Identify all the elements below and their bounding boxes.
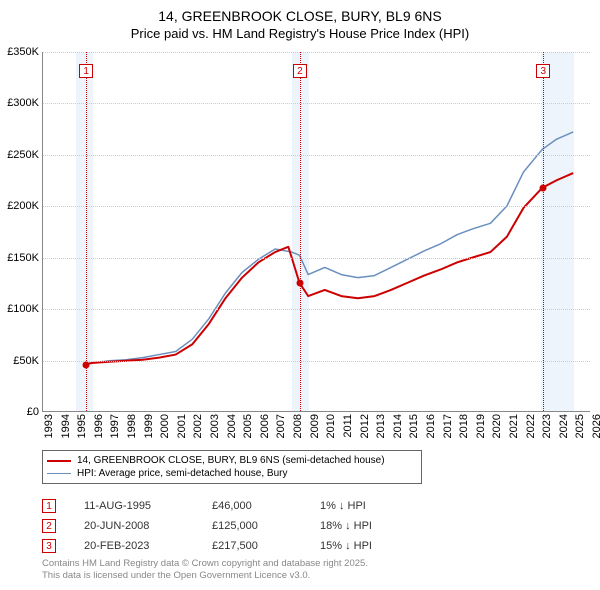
event-detail-row: 2 20-JUN-2008 £125,000 18% ↓ HPI [42, 516, 420, 536]
event-hpi-diff: 18% ↓ HPI [320, 520, 420, 532]
x-tick-label: 2018 [458, 414, 470, 444]
x-tick-label: 2014 [392, 414, 404, 444]
x-tick-label: 2002 [192, 414, 204, 444]
x-tick-label: 2007 [275, 414, 287, 444]
event-marker-box: 3 [536, 64, 550, 78]
x-tick-label: 2010 [325, 414, 337, 444]
x-tick-label: 2023 [541, 414, 553, 444]
x-tick-label: 2008 [292, 414, 304, 444]
legend: 14, GREENBROOK CLOSE, BURY, BL9 6NS (sem… [42, 450, 422, 484]
x-tick-label: 2020 [491, 414, 503, 444]
x-tick-label: 1999 [143, 414, 155, 444]
x-tick-label: 2012 [359, 414, 371, 444]
sale-marker-dot [83, 361, 90, 368]
y-tick-label: £150K [1, 252, 39, 264]
y-gridline [43, 52, 590, 53]
x-tick-label: 1998 [126, 414, 138, 444]
event-hpi-diff: 15% ↓ HPI [320, 540, 420, 552]
event-marker-box: 1 [79, 64, 93, 78]
sale-marker-dot [540, 185, 547, 192]
x-tick-label: 2017 [442, 414, 454, 444]
x-tick-label: 2026 [591, 414, 600, 444]
event-marker-box: 2 [293, 64, 307, 78]
event-number-box: 1 [42, 499, 56, 513]
y-gridline [43, 103, 590, 104]
x-tick-label: 2009 [309, 414, 321, 444]
x-tick-label: 1997 [109, 414, 121, 444]
x-tick-label: 2005 [242, 414, 254, 444]
series-line-price_paid [86, 173, 573, 364]
event-date: 11-AUG-1995 [84, 500, 184, 512]
legend-row-price-paid: 14, GREENBROOK CLOSE, BURY, BL9 6NS (sem… [47, 454, 417, 467]
chart-lines-svg [43, 52, 590, 411]
attribution-line2: This data is licensed under the Open Gov… [42, 570, 368, 582]
event-price: £125,000 [212, 520, 292, 532]
y-gridline [43, 309, 590, 310]
y-tick-label: £250K [1, 149, 39, 161]
legend-label-hpi: HPI: Average price, semi-detached house,… [77, 468, 287, 479]
y-gridline [43, 258, 590, 259]
x-tick-label: 2022 [525, 414, 537, 444]
x-tick-label: 2013 [375, 414, 387, 444]
legend-swatch-price-paid [47, 460, 71, 462]
y-tick-label: £350K [1, 46, 39, 58]
legend-row-hpi: HPI: Average price, semi-detached house,… [47, 467, 417, 480]
event-hpi-diff: 1% ↓ HPI [320, 500, 420, 512]
y-gridline [43, 155, 590, 156]
x-tick-label: 2006 [259, 414, 271, 444]
sale-marker-dot [296, 280, 303, 287]
x-tick-label: 1994 [60, 414, 72, 444]
x-tick-label: 2001 [176, 414, 188, 444]
x-tick-label: 2016 [425, 414, 437, 444]
x-tick-label: 2015 [408, 414, 420, 444]
x-tick-label: 2000 [159, 414, 171, 444]
y-tick-label: £0 [1, 406, 39, 418]
x-tick-label: 2021 [508, 414, 520, 444]
event-detail-row: 1 11-AUG-1995 £46,000 1% ↓ HPI [42, 496, 420, 516]
legend-label-price-paid: 14, GREENBROOK CLOSE, BURY, BL9 6NS (sem… [77, 455, 385, 466]
event-marker-line [543, 52, 544, 411]
x-tick-label: 1995 [76, 414, 88, 444]
chart-area: £0£50K£100K£150K£200K£250K£300K£350K1993… [42, 52, 590, 412]
y-tick-label: £50K [1, 355, 39, 367]
x-tick-label: 2025 [574, 414, 586, 444]
event-price: £46,000 [212, 500, 292, 512]
event-marker-line [86, 52, 87, 411]
y-gridline [43, 206, 590, 207]
legend-swatch-hpi [47, 473, 71, 474]
title-block: 14, GREENBROOK CLOSE, BURY, BL9 6NS Pric… [0, 0, 600, 42]
events-table: 1 11-AUG-1995 £46,000 1% ↓ HPI 2 20-JUN-2008 £… [42, 496, 420, 556]
x-tick-label: 2011 [342, 414, 354, 444]
attribution: Contains HM Land Registry data © Crown c… [42, 558, 368, 582]
x-tick-label: 2004 [226, 414, 238, 444]
attribution-line1: Contains HM Land Registry data © Crown c… [42, 558, 368, 570]
series-line-hpi [86, 132, 573, 364]
event-number-box: 2 [42, 519, 56, 533]
page: 14, GREENBROOK CLOSE, BURY, BL9 6NS Pric… [0, 0, 600, 590]
y-tick-label: £200K [1, 200, 39, 212]
event-number-box: 3 [42, 539, 56, 553]
y-tick-label: £100K [1, 303, 39, 315]
title-address: 14, GREENBROOK CLOSE, BURY, BL9 6NS [0, 8, 600, 26]
event-date: 20-JUN-2008 [84, 520, 184, 532]
y-gridline [43, 361, 590, 362]
event-marker-line [300, 52, 301, 411]
x-tick-label: 1996 [93, 414, 105, 444]
x-tick-label: 2019 [475, 414, 487, 444]
event-date: 20-FEB-2023 [84, 540, 184, 552]
event-detail-row: 3 20-FEB-2023 £217,500 15% ↓ HPI [42, 536, 420, 556]
x-tick-label: 2003 [209, 414, 221, 444]
x-tick-label: 1993 [43, 414, 55, 444]
x-tick-label: 2024 [558, 414, 570, 444]
event-price: £217,500 [212, 540, 292, 552]
title-subtitle: Price paid vs. HM Land Registry's House … [0, 26, 600, 42]
y-tick-label: £300K [1, 97, 39, 109]
